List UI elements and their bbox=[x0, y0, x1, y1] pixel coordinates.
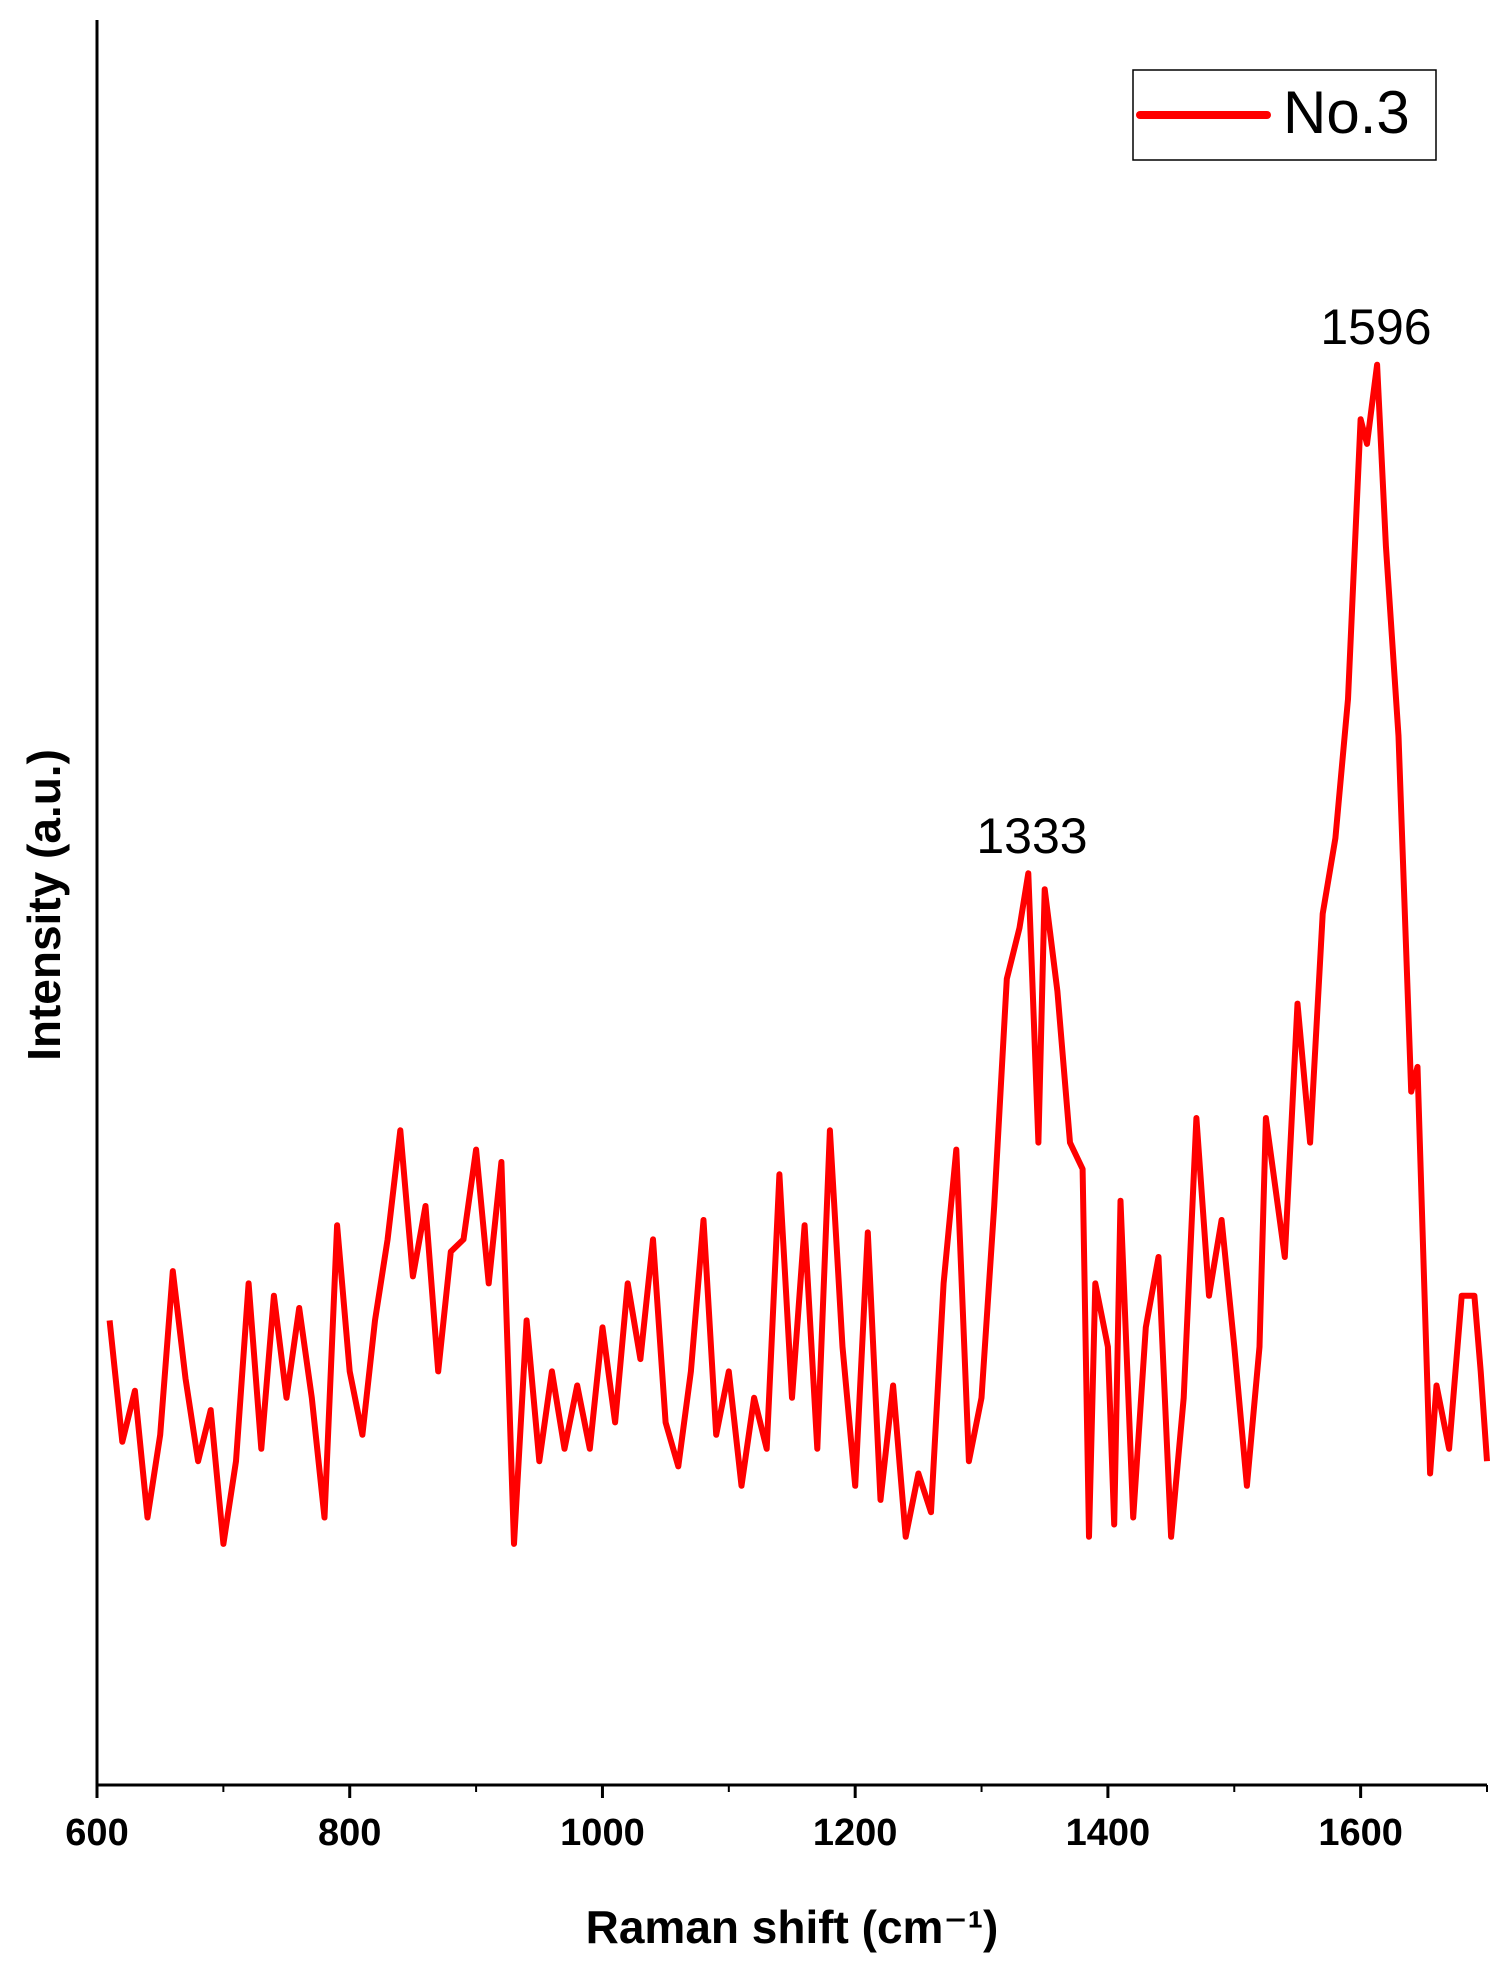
x-tick-label: 1400 bbox=[1066, 1812, 1151, 1854]
peak-annotation: 1333 bbox=[976, 808, 1087, 864]
x-tick-label: 600 bbox=[65, 1812, 128, 1854]
legend-label: No.3 bbox=[1283, 79, 1410, 146]
x-tick-label: 800 bbox=[318, 1812, 381, 1854]
y-axis-title: Intensity (a.u.) bbox=[18, 749, 70, 1061]
x-tick-label: 1200 bbox=[813, 1812, 898, 1854]
data-line bbox=[106, 361, 1490, 1547]
peak-annotation: 1596 bbox=[1320, 299, 1431, 355]
x-tick-label: 1000 bbox=[560, 1812, 645, 1854]
x-tick-label: 1600 bbox=[1318, 1812, 1403, 1854]
x-axis-title: Raman shift (cm⁻¹) bbox=[586, 1901, 999, 1953]
